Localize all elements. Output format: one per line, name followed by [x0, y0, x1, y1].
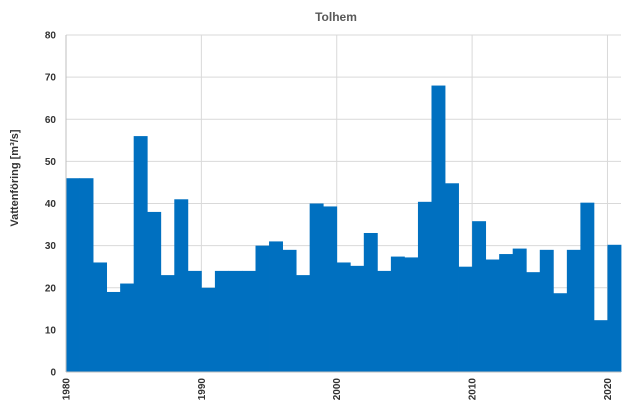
bars — [66, 85, 622, 373]
bar-1984 — [120, 283, 135, 372]
bar-1986 — [147, 211, 162, 372]
bar-2016 — [553, 293, 568, 372]
bar-1992 — [228, 270, 243, 372]
bar-2009 — [458, 266, 473, 372]
bar-2020 — [607, 244, 622, 372]
bar-2011 — [485, 259, 500, 372]
bar-1997 — [296, 275, 311, 372]
bar-2019 — [593, 320, 608, 372]
bar-2014 — [526, 272, 541, 372]
bar-2015 — [539, 249, 554, 372]
bar-1987 — [160, 275, 175, 372]
bar-1982 — [93, 262, 108, 372]
y-tick-label: 60 — [45, 115, 57, 126]
bar-2007 — [431, 85, 446, 373]
y-axis-label: Vattenföring [m³/s] — [9, 129, 21, 227]
bar-1993 — [241, 270, 256, 372]
bar-2002 — [363, 232, 378, 372]
bar-2017 — [566, 249, 581, 372]
bar-1995 — [269, 241, 283, 372]
y-tick-label: 20 — [45, 283, 57, 294]
bar-2004 — [390, 256, 405, 372]
x-tick-label: 2010 — [468, 378, 479, 401]
bar-1988 — [174, 199, 189, 372]
y-tick-label: 30 — [45, 241, 57, 252]
x-tick-label: 1990 — [197, 378, 208, 401]
chart-title: Tolhem — [315, 10, 357, 24]
bar-1999 — [323, 206, 338, 372]
y-tick-label: 10 — [45, 325, 57, 336]
y-tick-label: 80 — [45, 31, 57, 42]
x-tick-label: 2020 — [603, 378, 614, 401]
bar-2006 — [417, 201, 432, 372]
y-tick-label: 70 — [45, 73, 57, 84]
bar-1985 — [133, 136, 148, 372]
bar-1991 — [214, 270, 229, 372]
tick-labels: 0 10 20 30 40 50 60 70 80 1980 1990 2000 2010 2020 — [45, 31, 614, 401]
bar-1989 — [187, 270, 202, 372]
bar-1980 — [66, 178, 80, 372]
bar-2013 — [512, 248, 527, 372]
y-tick-label: 0 — [50, 368, 56, 379]
bar-2018 — [580, 202, 595, 372]
bar-1990 — [201, 287, 216, 372]
bar-2003 — [377, 270, 392, 372]
y-tick-label: 40 — [45, 199, 57, 210]
bar-2005 — [404, 257, 419, 372]
bar-1994 — [255, 245, 270, 372]
axes — [65, 35, 621, 373]
bar-2012 — [499, 254, 514, 372]
bar-1996 — [282, 249, 297, 372]
bar-2001 — [350, 265, 365, 372]
bar-2010 — [472, 221, 487, 372]
x-tick-label: 1980 — [62, 378, 73, 401]
y-tick-label: 50 — [45, 157, 57, 168]
bar-1981 — [79, 178, 94, 372]
bar-2008 — [445, 183, 459, 372]
bar-1983 — [106, 291, 121, 372]
bar-1998 — [309, 203, 324, 372]
x-tick-label: 2000 — [332, 378, 343, 401]
bar-2000 — [336, 262, 351, 372]
